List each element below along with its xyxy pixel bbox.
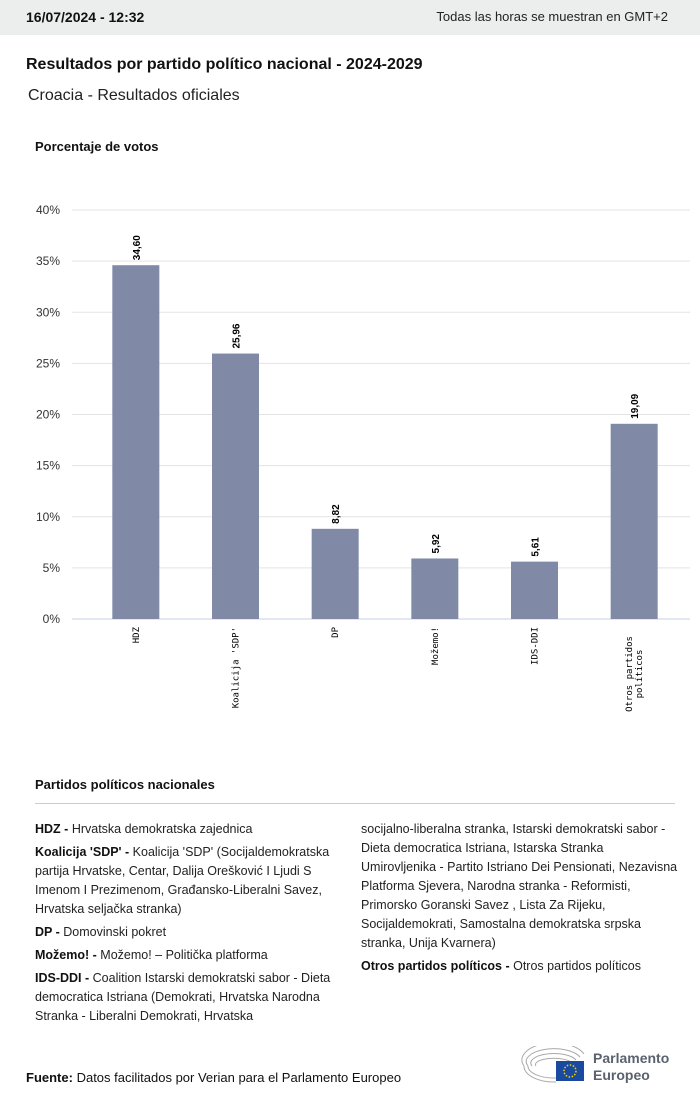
- legend-column-left: HDZ - Hrvatska demokratska zajednica Koa…: [35, 820, 345, 1030]
- bar: [212, 353, 259, 619]
- data-label: 8,82: [331, 504, 342, 524]
- y-tick-label: 10%: [36, 510, 60, 524]
- y-tick-label: 20%: [36, 408, 60, 422]
- y-tick-label: 5%: [43, 561, 61, 575]
- legend-item: IDS-DDI - Coalition Istarski demokratski…: [35, 971, 331, 1023]
- x-tick-label: IDS-DDI: [531, 627, 541, 665]
- legend-column-right: socijalno-liberalna stranka, Istarski de…: [361, 820, 681, 980]
- y-tick-label: 25%: [36, 356, 60, 370]
- logo-text: Parlamento Europeo: [593, 1050, 670, 1083]
- x-tick-label: políticos: [635, 650, 645, 699]
- legend-item: DP - Domovinski pokret: [35, 925, 167, 939]
- x-tick-label: Koalicija 'SDP': [232, 627, 242, 708]
- bar: [511, 561, 558, 619]
- top-bar: 16/07/2024 - 12:32 Todas las horas se mu…: [0, 0, 700, 35]
- legend-title: Partidos políticos nacionales: [35, 777, 215, 792]
- legend-divider: [35, 803, 675, 804]
- page-title: Resultados por partido político nacional…: [26, 56, 423, 73]
- legend-item: Možemo! - Možemo! – Politička platforma: [35, 948, 268, 962]
- legend-item: Koalicija 'SDP' - Koalicija 'SDP' (Socij…: [35, 845, 330, 916]
- timezone-note: Todas las horas se muestran en GMT+2: [436, 9, 668, 24]
- data-label: 5,92: [431, 534, 442, 554]
- bar: [112, 265, 160, 619]
- y-tick-label: 0%: [43, 612, 61, 626]
- bar: [411, 558, 459, 619]
- y-axis-label: Porcentaje de votos: [35, 139, 159, 154]
- x-tick-label: HDZ: [132, 626, 142, 643]
- source-note: Fuente: Datos facilitados por Verian par…: [26, 1070, 402, 1085]
- y-tick-label: 15%: [36, 459, 60, 473]
- legend-item: Otros partidos políticos - Otros partido…: [361, 959, 641, 973]
- european-parliament-logo: [521, 1046, 585, 1083]
- y-tick-label: 35%: [36, 254, 60, 268]
- legend-item: socijalno-liberalna stranka, Istarski de…: [361, 822, 678, 950]
- data-label: 25,96: [232, 323, 243, 348]
- x-tick-label: Možemo!: [431, 627, 441, 665]
- y-tick-label: 40%: [36, 203, 60, 217]
- data-label: 5,61: [531, 537, 542, 557]
- data-label: 19,09: [630, 393, 641, 418]
- bar: [311, 528, 359, 619]
- data-label: 34,60: [132, 235, 143, 260]
- x-tick-label: Otros partidos: [625, 636, 635, 712]
- bar: [610, 423, 658, 619]
- bar-chart: 0% 5% 10% 15% 20% 25% 30% 35% 40% 34,60 HDZ 25,96 Ko…: [36, 203, 690, 712]
- page-subtitle: Croacia - Resultados oficiales: [28, 87, 240, 104]
- y-tick-label: 30%: [36, 305, 60, 319]
- datetime: 16/07/2024 - 12:32: [26, 9, 145, 25]
- legend-item: HDZ - Hrvatska demokratska zajednica: [35, 822, 253, 836]
- x-tick-label: DP: [331, 626, 341, 637]
